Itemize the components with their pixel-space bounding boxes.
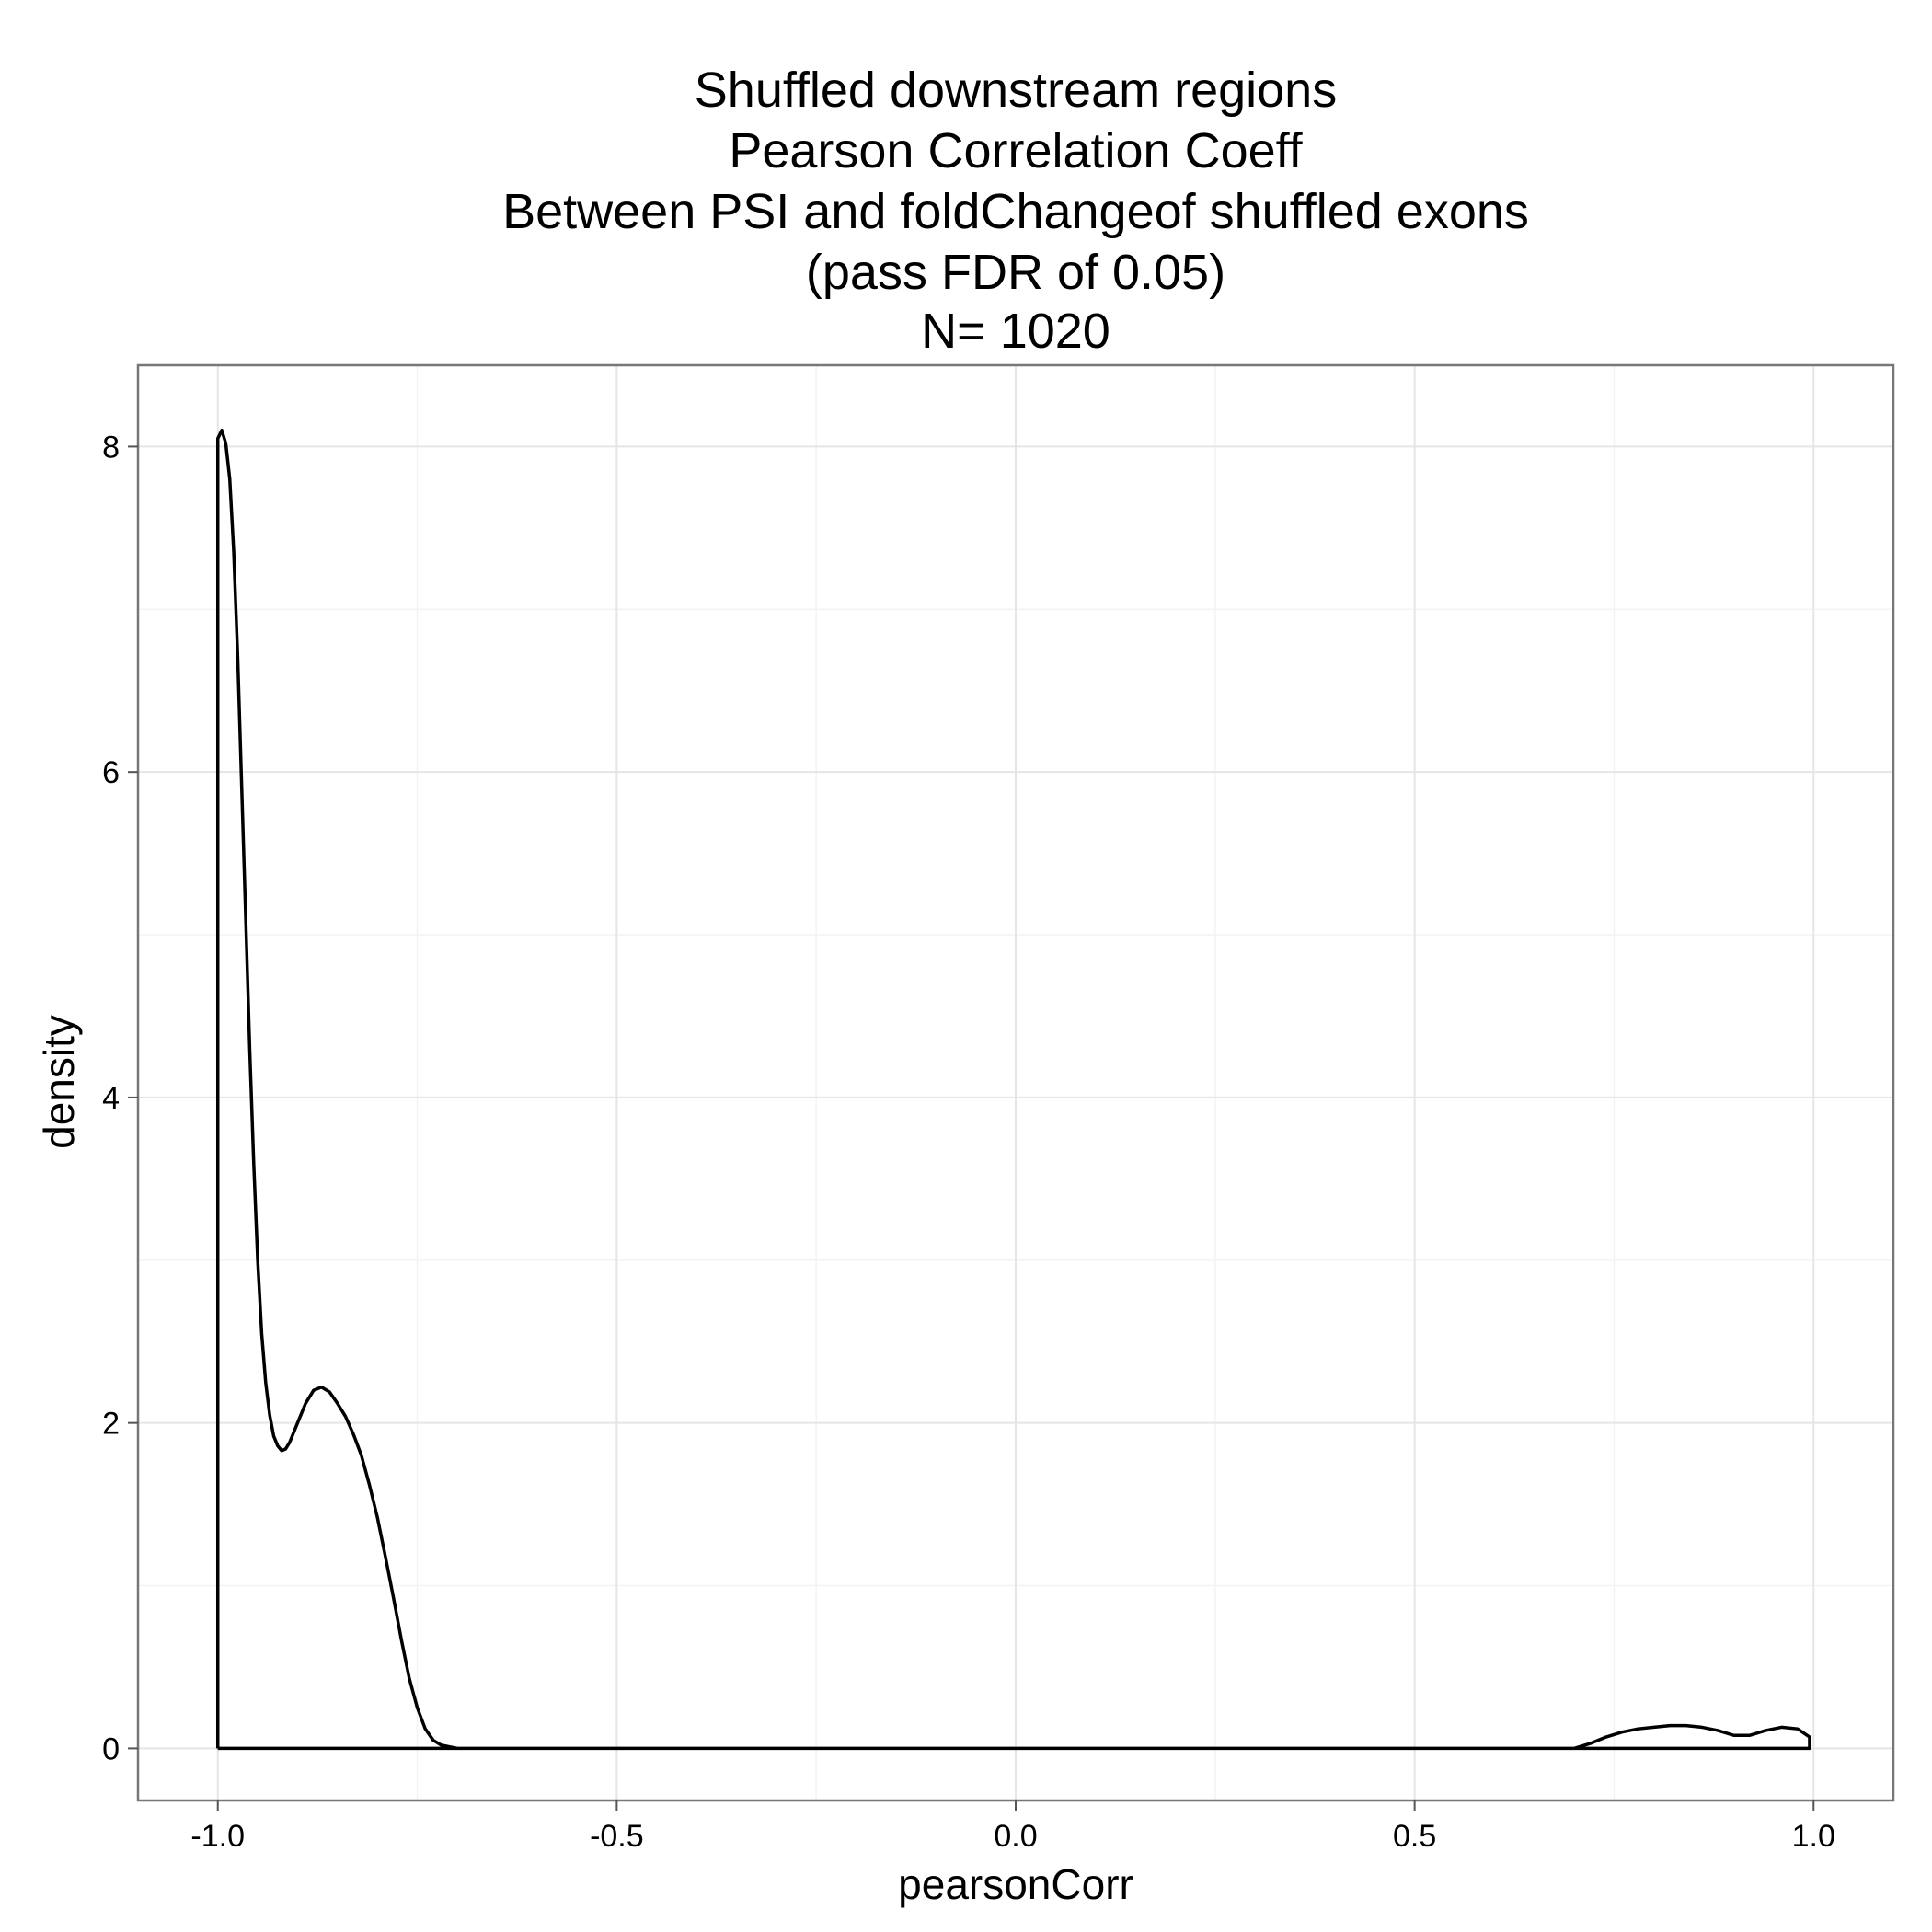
x-tick-label-2: 0.0 — [994, 1819, 1037, 1854]
x-tick-label-0: -1.0 — [190, 1819, 245, 1854]
title-line-1: Shuffled downstream regions — [695, 63, 1337, 118]
y-axis: 0 2 4 6 8 — [102, 430, 138, 1766]
title-line-2: Pearson Correlation Coeff — [729, 123, 1303, 178]
x-tick-label-4: 1.0 — [1792, 1819, 1835, 1854]
y-tick-label-1: 2 — [102, 1407, 120, 1442]
y-tick-label-0: 0 — [102, 1731, 120, 1766]
x-tick-label-3: 0.5 — [1393, 1819, 1436, 1854]
chart-title: Shuffled downstream regions Pearson Corr… — [502, 63, 1529, 359]
x-axis-title: pearsonCorr — [898, 1860, 1133, 1908]
y-tick-label-2: 4 — [102, 1081, 120, 1116]
y-axis-title: density — [35, 1015, 83, 1149]
density-curve — [215, 429, 1811, 1751]
title-line-5: N= 1020 — [921, 304, 1110, 359]
title-line-4: (pass FDR of 0.05) — [806, 245, 1225, 300]
title-line-3: Between PSI and foldChangeof shuffled ex… — [502, 184, 1529, 239]
density-series — [215, 429, 1811, 1751]
y-tick-label-4: 8 — [102, 430, 120, 465]
x-tick-label-1: -0.5 — [590, 1819, 644, 1854]
y-tick-label-3: 6 — [102, 755, 120, 790]
x-axis: -1.0 -0.5 0.0 0.5 1.0 — [190, 1800, 1835, 1854]
